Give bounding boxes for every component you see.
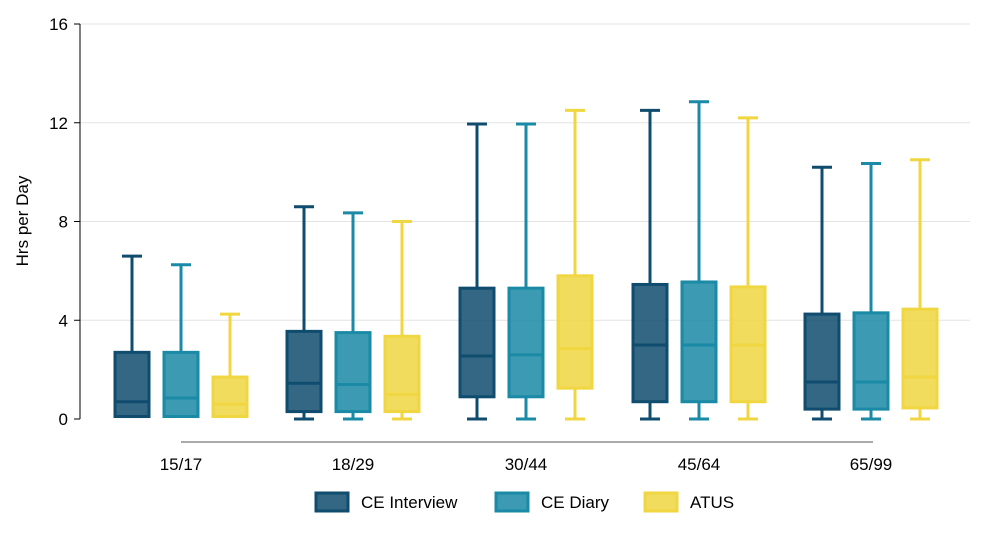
box-iqr bbox=[556, 274, 594, 390]
legend-swatch bbox=[643, 491, 679, 513]
legend-swatch bbox=[494, 491, 530, 513]
y-axis-title: Hrs per Day bbox=[13, 175, 32, 266]
y-axis: Hrs per Day 0 4 8 12 16 bbox=[13, 15, 81, 429]
y-tick-label: 0 bbox=[59, 410, 68, 429]
x-tick-label: 30/44 bbox=[505, 455, 548, 474]
box-iqr bbox=[631, 282, 669, 404]
legend: CE Interview CE Diary ATUS bbox=[314, 491, 734, 513]
box-ce-interview-15-17 bbox=[113, 254, 151, 419]
x-tick-label: 15/17 bbox=[160, 455, 203, 474]
box-atus-15-17 bbox=[211, 312, 249, 419]
y-tick-label: 16 bbox=[49, 15, 68, 34]
box-iqr bbox=[211, 375, 249, 419]
box-atus-45-64 bbox=[729, 116, 767, 421]
legend-item: ATUS bbox=[643, 491, 734, 513]
box-ce-interview-30-44 bbox=[458, 122, 496, 421]
x-tick-label: 45/64 bbox=[678, 455, 721, 474]
box-ce-diary-45-64 bbox=[680, 100, 718, 421]
y-tick-label: 4 bbox=[59, 311, 68, 330]
legend-item: CE Interview bbox=[314, 491, 458, 513]
box-ce-diary-65-99 bbox=[852, 161, 890, 421]
box-iqr bbox=[113, 350, 151, 419]
box-ce-diary-18-29 bbox=[334, 211, 372, 421]
y-tick-label: 12 bbox=[49, 114, 68, 133]
box-iqr bbox=[334, 331, 372, 414]
legend-label: CE Interview bbox=[361, 493, 458, 512]
box-iqr bbox=[383, 334, 421, 414]
legend-label: CE Diary bbox=[541, 493, 610, 512]
x-tick-label: 65/99 bbox=[850, 455, 893, 474]
box-iqr bbox=[680, 280, 718, 404]
box-plots bbox=[113, 100, 939, 421]
box-iqr bbox=[285, 329, 323, 414]
box-iqr bbox=[507, 286, 545, 399]
box-iqr bbox=[852, 311, 890, 411]
box-ce-interview-45-64 bbox=[631, 108, 669, 421]
box-iqr bbox=[458, 286, 496, 399]
box-ce-diary-30-44 bbox=[507, 122, 545, 421]
y-tick-label: 8 bbox=[59, 213, 68, 232]
box-ce-diary-15-17 bbox=[162, 263, 200, 419]
box-iqr bbox=[803, 312, 841, 411]
box-ce-interview-18-29 bbox=[285, 205, 323, 421]
x-tick-label: 18/29 bbox=[332, 455, 375, 474]
legend-swatch bbox=[314, 491, 350, 513]
box-atus-30-44 bbox=[556, 108, 594, 421]
box-iqr bbox=[162, 350, 200, 419]
box-atus-18-29 bbox=[383, 220, 421, 421]
legend-label: ATUS bbox=[690, 493, 734, 512]
legend-item: CE Diary bbox=[494, 491, 610, 513]
x-axis: 15/17 18/29 30/44 45/64 65/99 bbox=[160, 441, 893, 474]
box-iqr bbox=[901, 307, 939, 410]
box-ce-interview-65-99 bbox=[803, 165, 841, 421]
box-atus-65-99 bbox=[901, 158, 939, 421]
